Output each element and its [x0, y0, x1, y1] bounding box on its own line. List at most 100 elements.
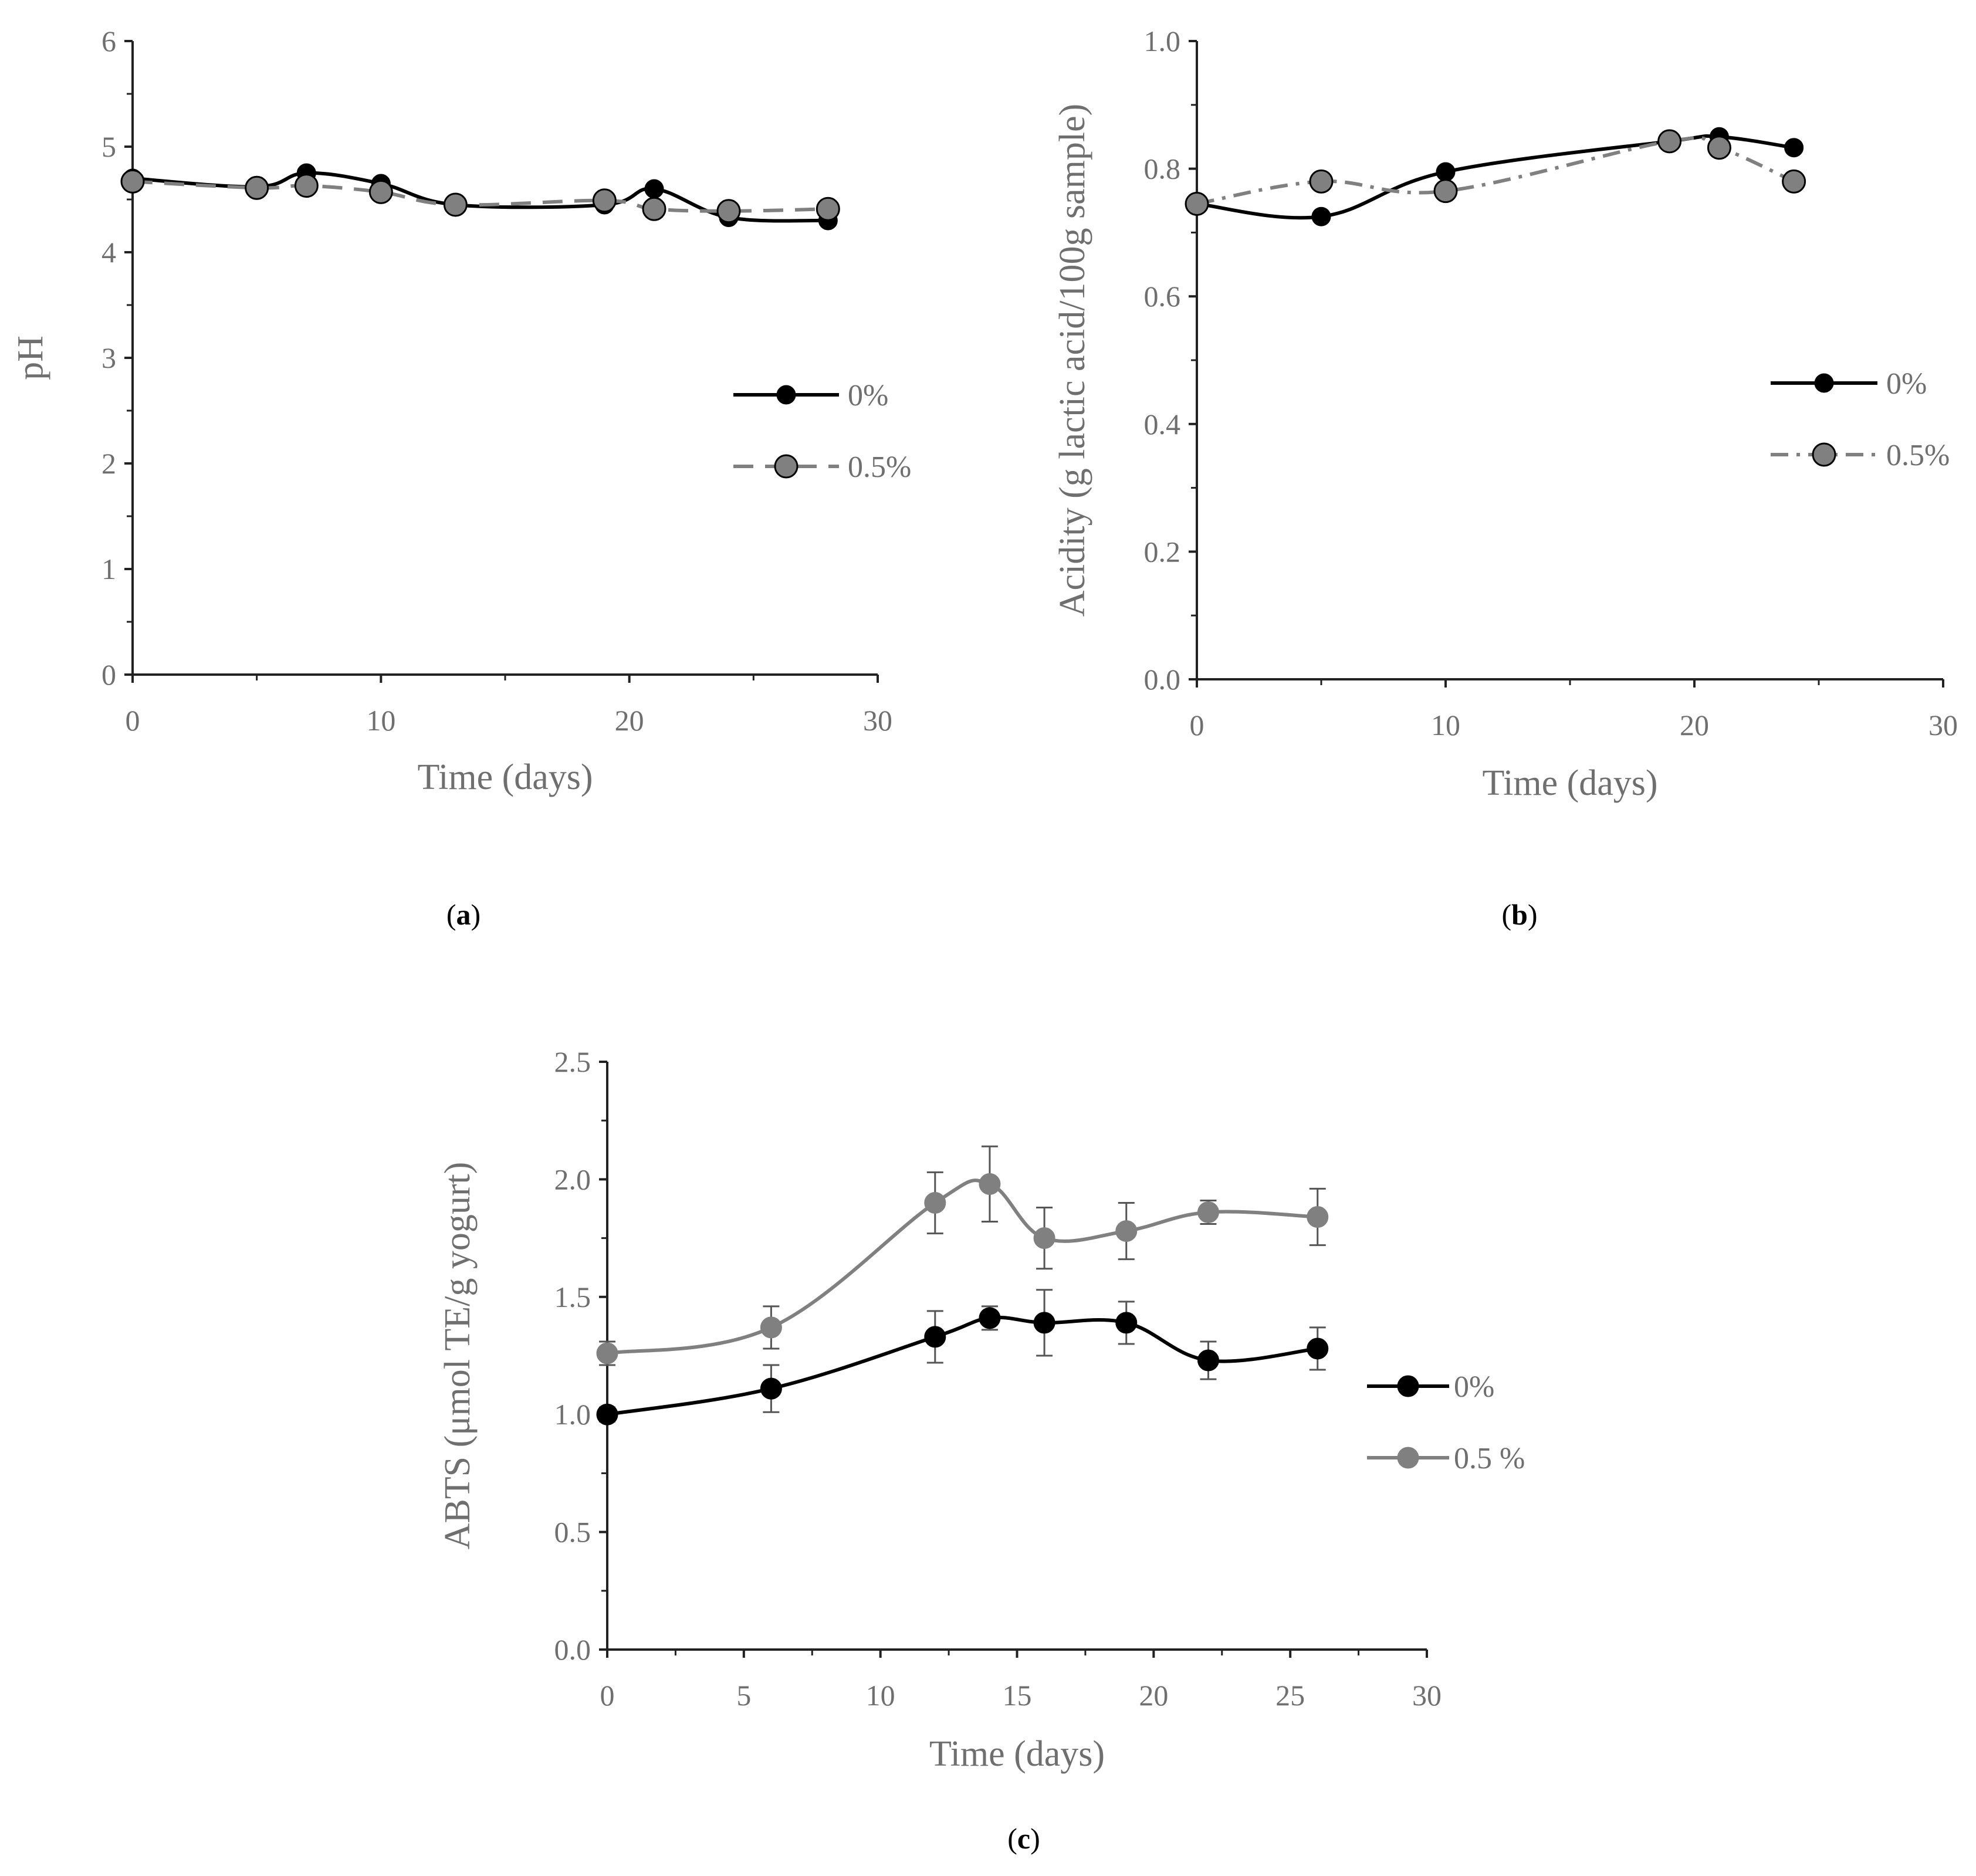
- y-tick-label: 1.0: [554, 1398, 591, 1431]
- legend-label: 0.5 %: [1454, 1442, 1525, 1475]
- data-point: [1657, 129, 1682, 154]
- x-tick-label: 0: [600, 1679, 615, 1712]
- data-point: [1033, 1227, 1055, 1249]
- x-tick-label: 30: [1412, 1679, 1442, 1712]
- data-point: [1311, 206, 1331, 226]
- y-axis-label: pH: [11, 336, 50, 380]
- y-tick-label: 0.0: [554, 1633, 591, 1666]
- legend-label: 0%: [1454, 1370, 1494, 1404]
- y-tick-label: 5: [101, 130, 116, 163]
- y-tick-label: 0.6: [1144, 280, 1181, 313]
- legend-label: 0.5%: [1886, 439, 1950, 472]
- data-point: [592, 188, 617, 213]
- y-tick-label: 1.0: [1144, 25, 1181, 57]
- x-tick-label: 15: [1003, 1679, 1032, 1712]
- data-point: [294, 174, 319, 198]
- x-tick-label: 10: [866, 1679, 895, 1712]
- legend-label: 0.5%: [848, 451, 911, 484]
- x-tick-label: 10: [1431, 709, 1460, 741]
- chart-b: 0.0 0.2 0.4 0.6 0.8 1.0 0 10 20 30 Time (days) Acid…: [1053, 25, 1958, 803]
- data-point: [924, 1326, 946, 1348]
- data-point: [1197, 1349, 1219, 1372]
- data-point: [120, 169, 145, 194]
- series-c-0: [596, 1289, 1329, 1425]
- legend-marker: [1812, 442, 1836, 467]
- series-b-1: [1185, 129, 1806, 216]
- data-point: [596, 1403, 618, 1425]
- data-point: [1115, 1312, 1138, 1334]
- x-tick-label: 0: [126, 704, 140, 737]
- legend-label: 0%: [1886, 367, 1927, 401]
- legend-label: 0%: [848, 379, 888, 412]
- x-tick-label: 20: [615, 704, 644, 737]
- x-tick-label: 20: [1680, 709, 1709, 741]
- legend-marker: [1814, 373, 1834, 393]
- y-tick-label: 0: [101, 658, 116, 691]
- data-point: [760, 1316, 782, 1339]
- data-point: [1707, 136, 1731, 160]
- y-tick-label: 2: [101, 447, 116, 480]
- data-point: [1185, 191, 1209, 216]
- data-point: [1782, 169, 1806, 194]
- y-tick-label: 0.5: [554, 1516, 591, 1549]
- y-tick-label: 3: [101, 341, 116, 374]
- data-point: [368, 180, 393, 204]
- y-tick-label: 2.0: [554, 1163, 591, 1196]
- x-axis-label: Time (days): [929, 1734, 1105, 1774]
- chart-a: 0 1 2 3 4 5 6 0 10 20 30 Time (days) pH 0% 0.5%: [11, 25, 911, 797]
- legend-marker: [1397, 1375, 1419, 1397]
- data-point: [816, 197, 840, 221]
- data-point: [1307, 1337, 1329, 1360]
- data-point: [245, 175, 269, 200]
- y-tick-label: 0.0: [1144, 663, 1181, 696]
- panel-label-a: (a): [446, 898, 481, 931]
- data-point: [979, 1307, 1001, 1329]
- data-point: [979, 1173, 1001, 1195]
- legend-marker: [1397, 1447, 1419, 1469]
- chart-c: 0.0 0.5 1.0 1.5 2.0 2.5 0 5 10 15 20 25 30 Time (days…: [438, 1045, 1525, 1774]
- data-point: [1309, 169, 1334, 194]
- y-tick-label: 0.4: [1144, 408, 1181, 441]
- data-point: [1784, 138, 1804, 158]
- x-axis-label: Time (days): [1482, 763, 1657, 803]
- x-tick-label: 30: [863, 704, 892, 737]
- y-axis-label: ABTS (μmol TE/g yogurt): [438, 1162, 478, 1550]
- series-a-1: [120, 169, 840, 224]
- data-point: [1115, 1220, 1138, 1242]
- data-point: [1307, 1206, 1329, 1228]
- x-tick-label: 10: [366, 704, 395, 737]
- y-tick-label: 4: [101, 236, 116, 269]
- series-line: [1196, 134, 1795, 220]
- x-tick-label: 20: [1139, 1679, 1168, 1712]
- x-tick-label: 5: [736, 1679, 751, 1712]
- data-point: [760, 1377, 782, 1400]
- data-point: [642, 197, 666, 221]
- data-point: [716, 199, 741, 224]
- y-tick-label: 0.2: [1144, 535, 1181, 568]
- data-point: [596, 1342, 618, 1364]
- legend-marker: [776, 385, 796, 405]
- data-point: [1436, 162, 1456, 182]
- data-point: [644, 179, 664, 199]
- y-tick-label: 0.8: [1144, 153, 1181, 185]
- panel-label-c: (c): [1007, 1822, 1040, 1855]
- data-point: [924, 1191, 946, 1214]
- x-tick-label: 25: [1275, 1679, 1305, 1712]
- y-tick-label: 1.5: [554, 1281, 591, 1313]
- y-axis-label: Acidity (g lactic acid/100g sample): [1053, 104, 1092, 617]
- x-tick-label: 30: [1928, 709, 1958, 741]
- y-tick-label: 1: [101, 553, 116, 585]
- y-tick-label: 6: [101, 25, 116, 57]
- panel-label-b: (b): [1501, 898, 1538, 931]
- x-axis-label: Time (days): [417, 757, 593, 797]
- x-tick-label: 0: [1190, 709, 1204, 741]
- series-c-1: [596, 1145, 1329, 1366]
- data-point: [1433, 179, 1458, 204]
- legend-marker: [774, 454, 798, 479]
- data-point: [1197, 1201, 1219, 1224]
- series-line: [1196, 136, 1795, 206]
- data-point: [443, 192, 468, 217]
- y-tick-label: 2.5: [554, 1045, 591, 1078]
